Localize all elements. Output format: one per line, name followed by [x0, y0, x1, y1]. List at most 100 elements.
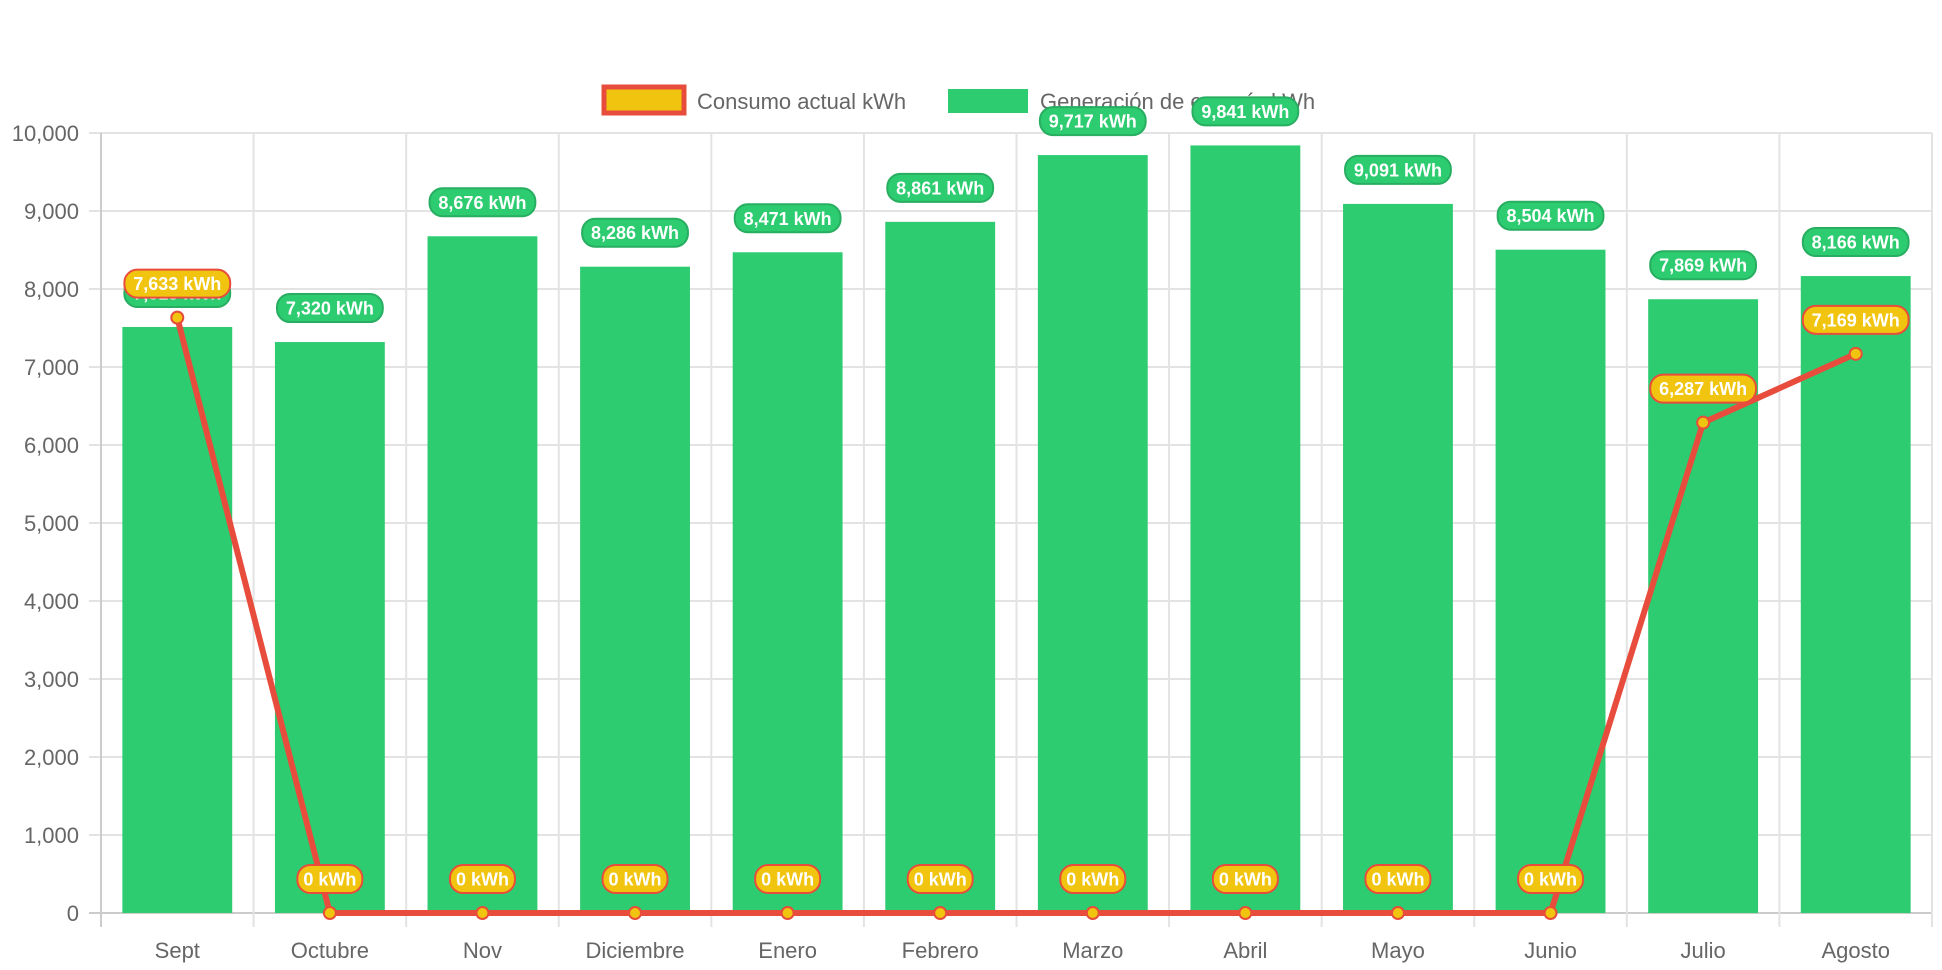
- line-point[interactable]: [170, 310, 185, 325]
- point-value-label-text: 0 kWh: [761, 870, 814, 890]
- y-tick-label: 0: [67, 901, 79, 926]
- bar[interactable]: [122, 326, 233, 914]
- x-tick-label: Sept: [155, 938, 200, 963]
- bar[interactable]: [1037, 155, 1148, 914]
- bar-value-label: 8,861 kWh: [886, 172, 995, 203]
- point-value-label-box: [448, 864, 516, 894]
- x-tick-label: Enero: [758, 938, 817, 963]
- point-value-label-box: [1211, 864, 1279, 894]
- point-value-label-text: 0 kWh: [609, 870, 662, 890]
- y-tick-label: 4,000: [24, 589, 79, 614]
- point-value-label: 0 kWh: [1364, 864, 1432, 894]
- line-data-labels: 7,633 kWh 0 kWh 0 kWh 0 kWh 0 kWh 0 kWh 0 kWh 0…: [123, 268, 1910, 894]
- bar-value-label: 9,091 kWh: [1344, 154, 1452, 185]
- point-value-label: 7,169 kWh: [1801, 304, 1910, 335]
- line-point[interactable]: [1390, 906, 1405, 920]
- line-point[interactable]: [628, 906, 643, 920]
- legend-swatch-generacion: [948, 89, 1028, 113]
- x-tick-label: Octubre: [291, 938, 369, 963]
- line-point[interactable]: [1238, 906, 1253, 920]
- bar-value-label-box: [275, 293, 384, 324]
- point-value-label: 6,287 kWh: [1649, 373, 1758, 404]
- line-point[interactable]: [1085, 906, 1100, 920]
- y-tick-label: 2,000: [24, 745, 79, 770]
- line-point[interactable]: [1543, 906, 1558, 920]
- legend-swatch-consumo: [601, 84, 687, 116]
- point-value-label-text: 0 kWh: [914, 870, 967, 890]
- bar-value-label: 9,841 kWh: [1191, 96, 1300, 127]
- point-value-label-text: 0 kWh: [1219, 870, 1272, 890]
- point-value-label-box: [123, 268, 232, 299]
- point-value-label-box: [1649, 373, 1758, 404]
- bar-series-generacion: [122, 145, 1911, 914]
- bar-value-label-box: [1801, 227, 1910, 258]
- bar-value-label-text: 9,717 kWh: [1049, 112, 1137, 132]
- bar[interactable]: [1190, 145, 1301, 914]
- point-value-label-box: [906, 864, 974, 894]
- point-value-label-box: [754, 864, 822, 894]
- legend-item-consumo[interactable]: Consumo actual kWh: [601, 84, 906, 116]
- bar-value-label-text: 7,320 kWh: [286, 299, 374, 319]
- line-point[interactable]: [322, 906, 337, 920]
- bar-value-label: 8,504 kWh: [1496, 200, 1605, 231]
- line-point[interactable]: [475, 906, 490, 920]
- y-tick-label: 7,000: [24, 355, 79, 380]
- bar[interactable]: [580, 266, 690, 913]
- point-value-label-box: [1059, 864, 1127, 894]
- bar[interactable]: [427, 236, 538, 914]
- bar-value-label: 8,286 kWh: [581, 217, 689, 248]
- point-value-label-text: 6,287 kWh: [1659, 379, 1747, 399]
- bar-value-label-text: 8,676 kWh: [438, 193, 526, 213]
- point-value-label: 0 kWh: [754, 864, 822, 894]
- bar-value-label-text: 8,286 kWh: [591, 223, 679, 243]
- x-tick-label: Julio: [1681, 938, 1726, 963]
- point-value-label-box: [601, 864, 669, 894]
- point-value-label: 0 kWh: [296, 864, 364, 894]
- bar-value-label-box: [1344, 154, 1452, 185]
- bar-value-label-box: [733, 203, 842, 234]
- point-value-label-text: 0 kWh: [1524, 870, 1577, 890]
- bar[interactable]: [885, 221, 996, 914]
- line-point[interactable]: [780, 906, 795, 920]
- point-value-label-text: 0 kWh: [1371, 870, 1424, 890]
- bar-value-label-box: [581, 217, 689, 248]
- bar[interactable]: [1343, 203, 1453, 914]
- bar[interactable]: [732, 252, 843, 914]
- y-tick-label: 3,000: [24, 667, 79, 692]
- point-value-label: 0 kWh: [906, 864, 974, 894]
- point-value-label-box: [1801, 304, 1910, 335]
- x-tick-label: Febrero: [902, 938, 979, 963]
- point-value-label-text: 0 kWh: [456, 870, 509, 890]
- point-value-label: 7,633 kWh: [123, 268, 232, 299]
- y-tick-label: 9,000: [24, 199, 79, 224]
- point-value-label-box: [296, 864, 364, 894]
- point-value-label: 0 kWh: [448, 864, 516, 894]
- point-value-label-text: 0 kWh: [1066, 870, 1119, 890]
- line-point[interactable]: [933, 906, 948, 920]
- bar-value-label: 8,676 kWh: [428, 187, 537, 218]
- point-value-label-text: 7,633 kWh: [133, 274, 221, 294]
- y-tick-label: 8,000: [24, 277, 79, 302]
- bar-value-label-text: 7,869 kWh: [1659, 256, 1747, 276]
- bar[interactable]: [1495, 249, 1606, 914]
- line-point[interactable]: [1696, 415, 1711, 430]
- x-tick-label: Junio: [1524, 938, 1577, 963]
- point-value-label-text: 0 kWh: [303, 870, 356, 890]
- bar-value-label-box: [428, 187, 537, 218]
- x-tick-label: Mayo: [1371, 938, 1425, 963]
- line-series-consumo: [170, 310, 1863, 920]
- y-tick-label: 6,000: [24, 433, 79, 458]
- point-value-label: 0 kWh: [1211, 864, 1279, 894]
- bar-value-label-box: [886, 172, 995, 203]
- bar-value-label: 8,471 kWh: [733, 203, 842, 234]
- x-tick-label: Marzo: [1062, 938, 1123, 963]
- bar-value-label-text: 9,841 kWh: [1201, 102, 1289, 122]
- bar[interactable]: [274, 342, 385, 913]
- bar-value-label-text: 9,091 kWh: [1354, 160, 1442, 180]
- line-point[interactable]: [1848, 346, 1863, 361]
- point-value-label: 0 kWh: [1059, 864, 1127, 894]
- y-axis: 0 1,000 2,000 3,000 4,000 5,000 6,000 7,000 8,00…: [12, 121, 79, 926]
- bar[interactable]: [1800, 276, 1911, 913]
